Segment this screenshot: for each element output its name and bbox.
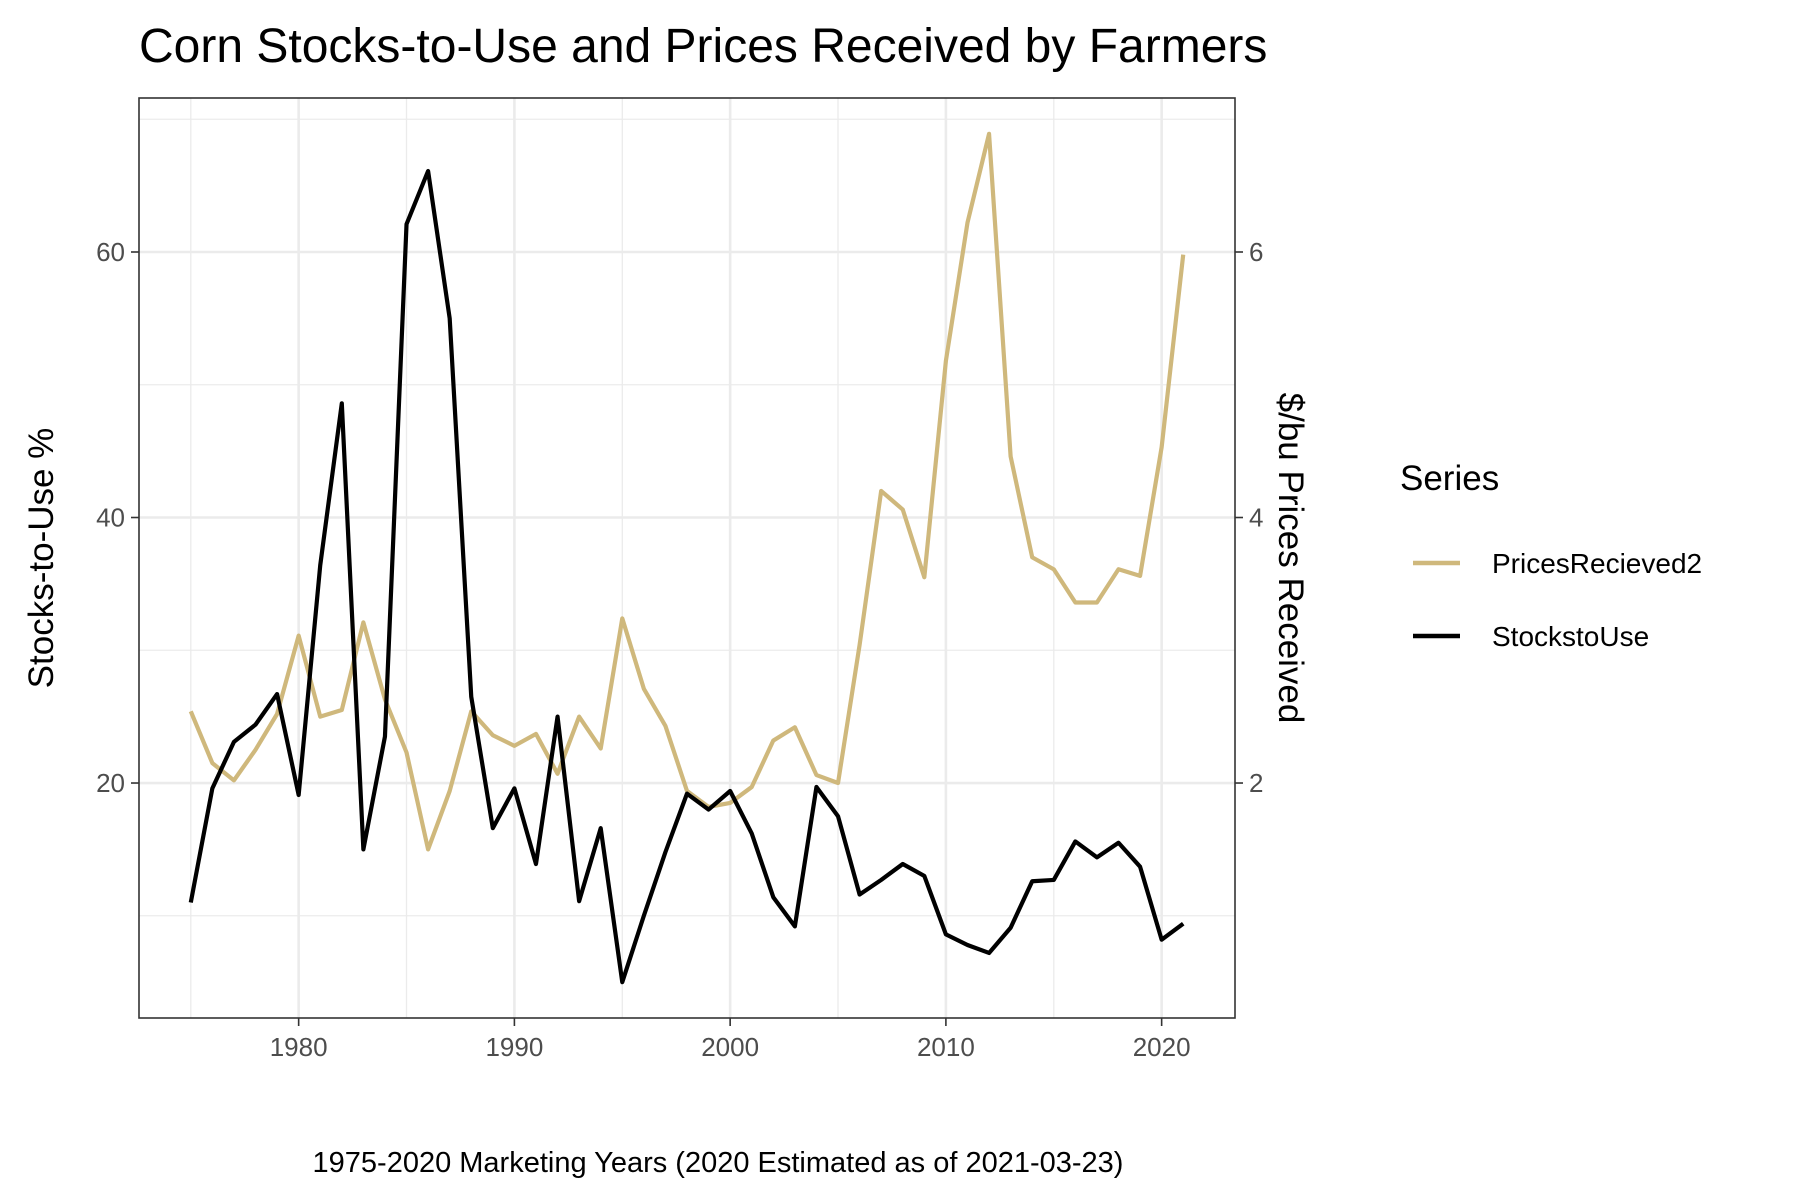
chart-caption: 1975-2020 Marketing Years (2020 Estimate… bbox=[313, 1147, 1124, 1179]
x-tick-label: 1980 bbox=[270, 1032, 328, 1062]
x-tick-label: 1990 bbox=[485, 1032, 543, 1062]
y-tick-label: 40 bbox=[96, 503, 125, 533]
series-line-pricesrecieved2 bbox=[188, 131, 1186, 852]
legend-label-pricesrecieved2: PricesRecieved2 bbox=[1492, 548, 1702, 579]
y-tick-label: 60 bbox=[96, 237, 125, 267]
series-line-stockstouse bbox=[188, 168, 1185, 985]
legend-items: PricesRecieved2 StockstoUse bbox=[1413, 548, 1702, 652]
x-tick-label: 2020 bbox=[1133, 1032, 1191, 1062]
y2-tick-label: 2 bbox=[1249, 768, 1263, 798]
legend-label-stockstouse: StockstoUse bbox=[1492, 621, 1649, 652]
chart-title: Corn Stocks-to-Use and Prices Received b… bbox=[139, 20, 1267, 73]
plot-background bbox=[139, 98, 1235, 1018]
gridlines bbox=[139, 98, 1235, 1018]
plot-border bbox=[138, 97, 1236, 1019]
x-tick-label: 2000 bbox=[701, 1032, 759, 1062]
y-tick-label: 20 bbox=[96, 768, 125, 798]
y2-tick-label: 4 bbox=[1249, 503, 1263, 533]
legend-title: Series bbox=[1400, 459, 1499, 498]
y2-tick-label: 6 bbox=[1249, 237, 1263, 267]
x-tick-label: 2010 bbox=[917, 1032, 975, 1062]
series-layer bbox=[188, 131, 1186, 985]
y-axis-title: Stocks-to-Use % bbox=[22, 428, 61, 689]
legend: Series PricesRecieved2 StockstoUse bbox=[1400, 459, 1702, 652]
y2-axis-title: $/bu Prices Received bbox=[1271, 393, 1310, 724]
